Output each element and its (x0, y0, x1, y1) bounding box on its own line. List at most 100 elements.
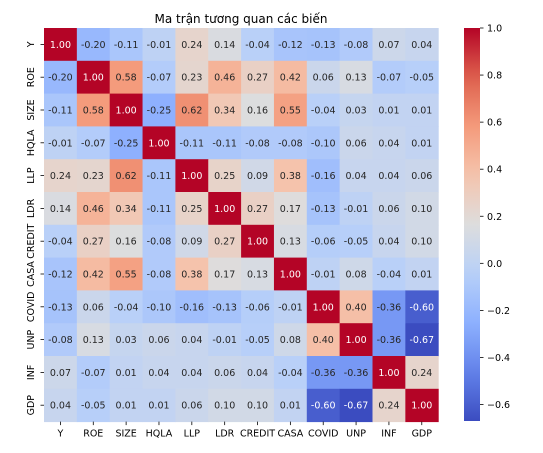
cell-value-label: -0.11 (147, 171, 172, 182)
cell-value-label: 0.55 (116, 270, 137, 281)
heatmap-cell (142, 60, 176, 95)
colorbar-gradient (464, 28, 480, 421)
cell-value-label: -0.60 (409, 302, 434, 313)
heatmap-cell (76, 356, 111, 390)
heatmap-cell (241, 192, 275, 226)
cell-value-label: 0.09 (181, 237, 202, 248)
cell-value-label: 0.08 (345, 270, 366, 281)
heatmap-cell (372, 224, 406, 259)
cell-value-label: 0.27 (247, 204, 268, 215)
y-axis-ticks: Y ROE SIZE HQLA LLP LDR CREDIT CASA COVID UNP INF G… (26, 41, 44, 415)
heatmap-cell (405, 224, 439, 259)
heatmap-cell (44, 224, 78, 259)
cell-value-label: -0.25 (147, 106, 172, 117)
cell-value-label: 0.10 (247, 401, 268, 412)
cell-value-label: -0.01 (311, 270, 336, 281)
heatmap-cell (109, 290, 144, 324)
y-tick-label: ROE (26, 67, 37, 87)
cell-value-label: 0.46 (83, 204, 104, 215)
heatmap-cell (306, 159, 341, 193)
y-tick-label: LLP (26, 167, 37, 184)
heatmap-cell (109, 356, 144, 390)
cell-value-label: 0.06 (181, 401, 202, 412)
cell-value-label: 0.04 (378, 237, 399, 248)
heatmap-cell (405, 356, 439, 390)
x-tick-label: COVID (308, 429, 339, 440)
cell-value-label: 0.17 (280, 204, 301, 215)
cell-value-label: 0.55 (280, 106, 301, 117)
cell-value-label: 0.06 (313, 73, 334, 84)
heatmap-cell (405, 159, 439, 193)
cell-value-label: -0.05 (245, 335, 270, 346)
heatmap-cell (76, 60, 111, 95)
heatmap-cell (109, 257, 144, 291)
heatmap-cell (306, 224, 341, 259)
heatmap-cell (372, 323, 406, 357)
heatmap-cell (273, 60, 308, 95)
heatmap-cell (76, 257, 111, 291)
cell-value-label: 0.04 (378, 171, 399, 182)
heatmap-cell (273, 192, 308, 226)
cell-value-label: 0.27 (214, 237, 235, 248)
heatmap-cell (76, 224, 111, 259)
heatmap-cell (372, 356, 406, 390)
cell-value-label: -0.08 (245, 138, 270, 149)
cell-value-label: -0.08 (48, 335, 73, 346)
heatmap-cell (142, 28, 176, 62)
heatmap-cell (109, 388, 144, 423)
cell-value-label: -0.12 (278, 40, 303, 51)
cell-value-label: 0.27 (247, 73, 268, 84)
heatmap-cell (273, 290, 308, 324)
heatmap-cell (241, 290, 275, 324)
cell-value-label: 0.10 (214, 401, 235, 412)
y-tick-label: CREDIT (26, 223, 37, 258)
cell-value-label: -0.07 (81, 368, 106, 379)
y-tick-label: SIZE (26, 99, 37, 120)
cell-value-label: 1.00 (116, 106, 137, 117)
cell-value-label: 0.13 (280, 237, 301, 248)
cell-value-label: 0.16 (247, 106, 268, 117)
heatmap-cell (208, 159, 242, 193)
colorbar-tick-label: 1.0 (487, 24, 502, 35)
heatmap-cell (372, 28, 406, 62)
cell-value-label: 0.03 (116, 335, 137, 346)
cell-value-label: 0.04 (378, 138, 399, 149)
x-tick-label: GDP (412, 429, 433, 440)
cell-value-label: -0.13 (212, 302, 237, 313)
heatmap-cell (208, 388, 242, 423)
cell-value-label: -0.07 (147, 73, 172, 84)
heatmap-cell (306, 126, 341, 160)
heatmap-cell (76, 126, 111, 160)
x-axis-ticks: Y ROE SIZE HQLA LLP LDR CREDIT CASA COVID UNP INF G… (57, 421, 433, 440)
heatmap-cell (241, 159, 275, 193)
heatmap-cell (175, 323, 209, 357)
cell-value-label: -0.10 (311, 138, 336, 149)
heatmap-cell (109, 28, 144, 62)
colorbar-tick-label: 0.4 (487, 165, 502, 176)
cell-value-label: 0.62 (181, 106, 202, 117)
heatmap-cell (109, 126, 144, 160)
cell-value-label: 0.24 (378, 401, 399, 412)
heatmap-cell (241, 323, 275, 357)
heatmap-cell (109, 60, 144, 95)
heatmap-cell (306, 290, 341, 324)
heatmap-cell (109, 224, 144, 259)
heatmap-cell (76, 159, 111, 193)
heatmap-cell (372, 159, 406, 193)
cell-value-label: 0.14 (50, 204, 71, 215)
heatmap-cell (142, 93, 176, 127)
heatmap-cell (175, 192, 209, 226)
cell-value-label: -0.60 (311, 401, 336, 412)
cell-value-label: -0.06 (245, 302, 270, 313)
cell-value-label: -0.04 (311, 106, 336, 117)
colorbar-tick-label: 0.8 (487, 71, 502, 82)
heatmap-cell (44, 323, 78, 357)
y-tick-label: HQLA (26, 129, 37, 156)
cell-value-label: 0.06 (378, 204, 399, 215)
colorbar-tick-label: 0.2 (487, 212, 502, 223)
cell-value-label: 0.04 (181, 335, 202, 346)
cell-value-label: 0.04 (247, 368, 268, 379)
cell-value-label: 0.16 (116, 237, 137, 248)
heatmap-cell (208, 224, 242, 259)
